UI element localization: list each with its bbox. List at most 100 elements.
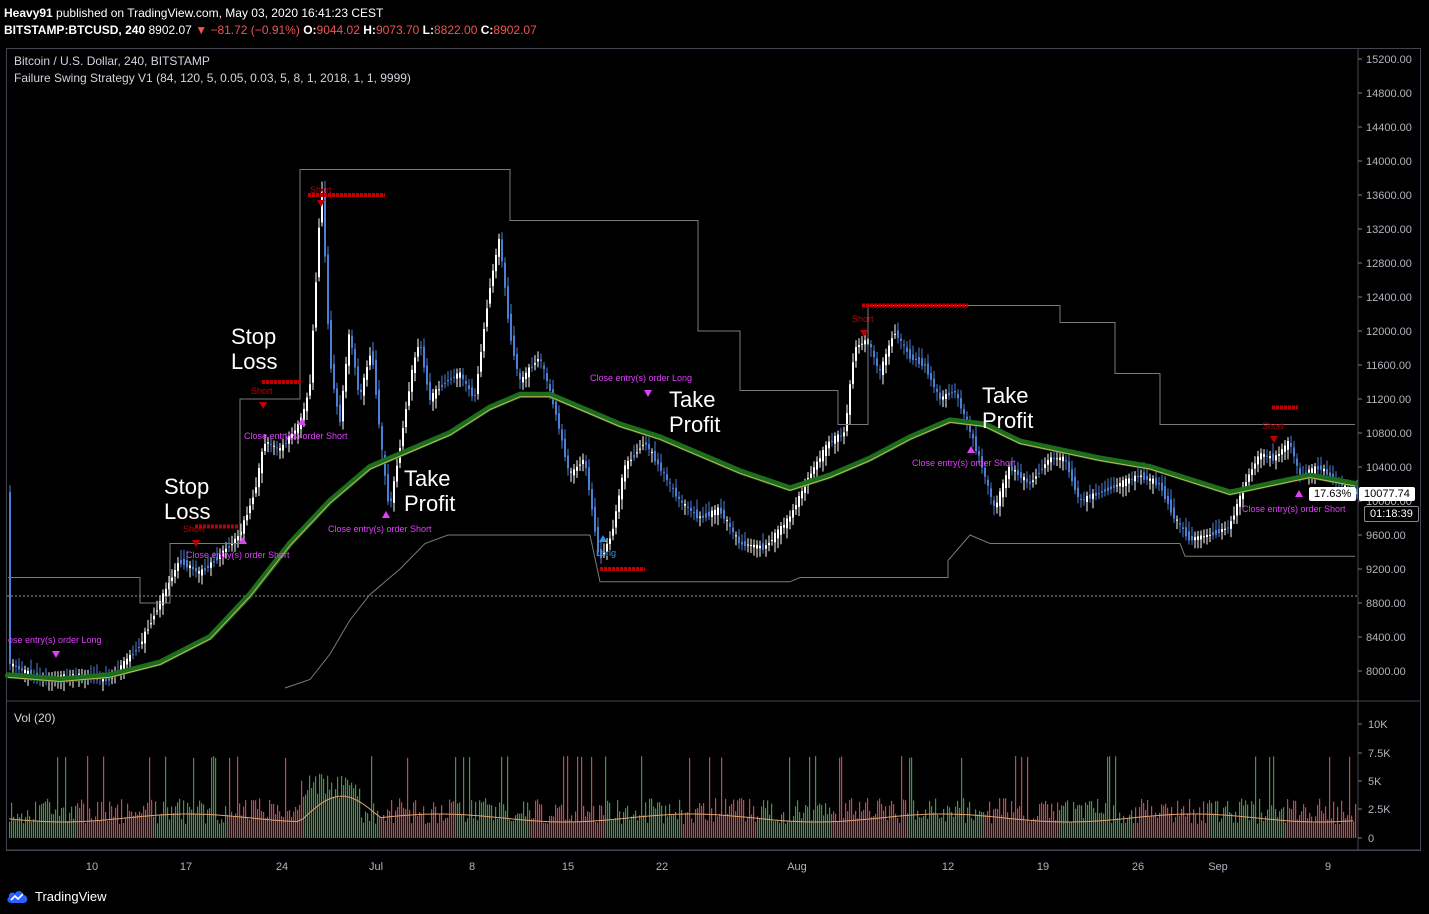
close-short-arrow-icon: [298, 418, 306, 425]
candle-body: [384, 455, 386, 476]
volume-bar: [1241, 798, 1243, 838]
volume-bar: [433, 802, 435, 838]
symbol-name: BITSTAMP:BTCUSD, 240: [4, 23, 146, 37]
volume-bar: [1147, 799, 1149, 838]
volume-bar: [235, 813, 237, 838]
volume-bar: [759, 818, 761, 838]
volume-bar: [435, 806, 437, 838]
candle-body: [837, 434, 839, 442]
volume-bar: [19, 817, 21, 838]
chart-title[interactable]: Bitcoin / U.S. Dollar, 240, BITSTAMP: [14, 54, 210, 68]
volume-bar: [381, 817, 383, 838]
candle-body: [555, 401, 557, 415]
candle-body: [1035, 476, 1037, 479]
candle-body: [654, 450, 656, 462]
candle-body: [1206, 535, 1208, 537]
volume-bar: [91, 818, 93, 838]
volume-bar: [421, 813, 423, 838]
volume-bar: [567, 756, 569, 838]
candle-body: [1110, 486, 1112, 490]
close-short-arrow-icon: [1295, 490, 1303, 497]
volume-bar: [1329, 757, 1331, 838]
annotation-line: Take: [404, 466, 451, 491]
volume-bar: [671, 815, 673, 838]
volume-bar: [893, 804, 895, 838]
volume-bar: [675, 812, 677, 838]
candle-body: [483, 329, 485, 352]
candle-body: [1230, 521, 1232, 529]
volume-bar: [177, 802, 179, 838]
volume-bar: [543, 822, 545, 838]
author-name[interactable]: Heavy91: [4, 6, 53, 20]
candle-body: [639, 448, 641, 450]
candle-body: [1296, 458, 1298, 466]
volume-bar: [1095, 812, 1097, 838]
candle-body: [648, 444, 650, 450]
candle-body: [1023, 477, 1025, 481]
volume-bar: [415, 800, 417, 838]
volume-bar: [835, 813, 837, 838]
candle-body: [1143, 472, 1145, 480]
candle-body: [291, 434, 293, 438]
candle-body: [417, 347, 419, 357]
candle-body: [258, 467, 260, 488]
volume-bar: [1197, 823, 1199, 838]
price-tick-label: 12800.00: [1366, 258, 1412, 270]
candle-body: [1047, 460, 1049, 465]
candle-body: [468, 385, 470, 390]
short-signal-label: Short: [183, 524, 205, 534]
volume-bar: [355, 784, 357, 838]
volume-legend[interactable]: Vol (20): [14, 711, 56, 725]
candle-body: [594, 506, 596, 532]
price-tick-label: 10800.00: [1366, 428, 1412, 440]
volume-bar: [691, 818, 693, 838]
volume-bar: [573, 821, 575, 838]
strategy-legend[interactable]: Failure Swing Strategy V1 (84, 120, 5, 0…: [14, 71, 411, 85]
volume-bar: [723, 815, 725, 838]
volume-bar: [837, 820, 839, 838]
candle-body: [567, 455, 569, 469]
volume-bar: [783, 812, 785, 838]
candle-body: [177, 563, 179, 571]
volume-bar: [857, 818, 859, 838]
volume-bar: [1227, 800, 1229, 838]
tradingview-logo[interactable]: TradingView: [6, 884, 107, 908]
candle-body: [1188, 531, 1190, 541]
volume-bar: [1303, 804, 1305, 838]
volume-bar: [1295, 800, 1297, 838]
candle-body: [441, 385, 443, 387]
volume-bar: [951, 811, 953, 838]
volume-bar: [1159, 812, 1161, 838]
candle-body: [1248, 474, 1250, 482]
volume-bar: [1059, 809, 1061, 838]
volume-bar: [1181, 808, 1183, 838]
volume-bar: [459, 802, 461, 838]
volume-bar: [467, 818, 469, 838]
close-long-signal-label: Close entry(s) order Long: [590, 373, 692, 383]
candle-body: [858, 345, 860, 347]
volume-bar: [357, 796, 359, 838]
time-tick-label: 12: [942, 861, 954, 873]
volume-bar: [1083, 818, 1085, 838]
volume-bar: [997, 808, 999, 838]
candle-body: [330, 320, 332, 369]
volume-bar: [123, 823, 125, 838]
candle-body: [660, 462, 662, 471]
candle-body: [510, 313, 512, 341]
candle-body: [201, 569, 203, 576]
volume-bar: [1215, 801, 1217, 838]
open-label: O:: [303, 23, 317, 37]
candle-body: [903, 344, 905, 346]
candle-body: [273, 445, 275, 447]
volume-bar: [1323, 813, 1325, 838]
volume-bar: [865, 802, 867, 838]
volume-bar: [335, 789, 337, 838]
time-tick-label: Jul: [369, 861, 383, 873]
volume-bar: [613, 819, 615, 838]
candle-body: [849, 384, 851, 415]
volume-bar: [1143, 802, 1145, 838]
candle-body: [1329, 472, 1331, 477]
volume-bar: [267, 816, 269, 838]
candle-body: [813, 467, 815, 474]
